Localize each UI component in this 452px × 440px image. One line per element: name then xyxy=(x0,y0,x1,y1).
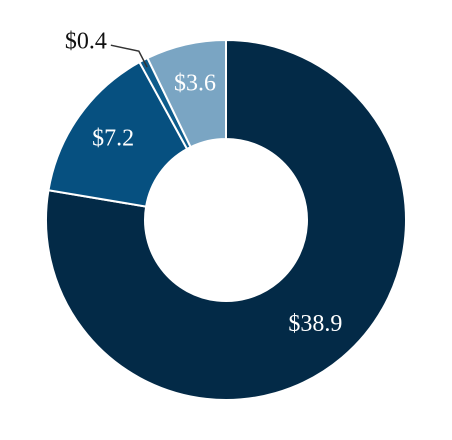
donut-slices xyxy=(45,38,407,401)
data-label-3-6: $3.6 xyxy=(174,71,216,97)
data-label-0-4: $0.4 xyxy=(65,29,107,55)
donut-slice-38-9 xyxy=(45,38,407,401)
donut-slice-3-6 xyxy=(146,38,227,149)
donut-slice-7-2 xyxy=(47,60,189,208)
data-label-38-9: $38.9 xyxy=(288,311,342,337)
data-label-7-2: $7.2 xyxy=(92,125,134,151)
leader-line-0-4 xyxy=(110,44,148,68)
donut-labels: $38.9 $7.2 $0.4 $3.6 xyxy=(65,29,343,338)
